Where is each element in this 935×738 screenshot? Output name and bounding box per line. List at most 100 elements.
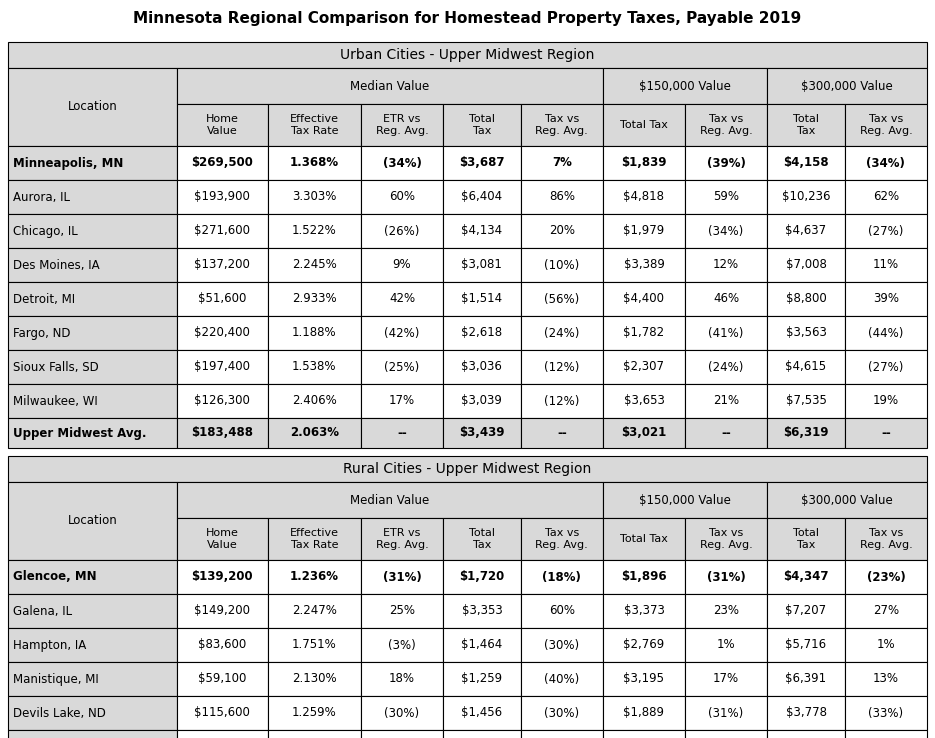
Bar [443,662,521,696]
Bar [177,180,267,214]
Bar [603,518,685,560]
Text: Aurora, IL: Aurora, IL [13,190,70,204]
Bar [8,282,177,316]
Bar [267,282,361,316]
Bar [685,696,768,730]
Text: (33%): (33%) [869,706,903,720]
Text: $3,353: $3,353 [462,604,502,618]
Bar [267,214,361,248]
Bar [8,418,177,448]
Bar [177,248,267,282]
Text: $4,158: $4,158 [784,156,828,170]
Text: 27%: 27% [873,604,899,618]
Text: $7,535: $7,535 [785,395,827,407]
Text: 12%: 12% [713,258,740,272]
Text: $1,889: $1,889 [624,706,665,720]
Text: $197,400: $197,400 [194,360,251,373]
Text: $1,464: $1,464 [461,638,502,652]
Bar [8,350,177,384]
Text: 18%: 18% [389,672,415,686]
Bar [361,518,443,560]
Bar [361,180,443,214]
Text: $4,818: $4,818 [624,190,665,204]
Bar [603,594,685,628]
Bar [8,316,177,350]
Text: 2.406%: 2.406% [292,395,337,407]
Bar [685,384,768,418]
Bar [8,248,177,282]
Bar [845,316,927,350]
Bar [845,180,927,214]
Bar [177,316,267,350]
Text: 42%: 42% [389,292,415,306]
Bar [685,350,768,384]
Text: (10%): (10%) [544,258,580,272]
Bar [768,282,845,316]
Text: (31%): (31%) [709,706,743,720]
Text: 3.303%: 3.303% [292,190,337,204]
Text: 62%: 62% [873,190,899,204]
Text: Median Value: Median Value [351,494,429,506]
Text: Upper Midwest Avg.: Upper Midwest Avg. [13,427,147,440]
Text: $3,373: $3,373 [624,604,665,618]
Text: $269,500: $269,500 [192,156,253,170]
Bar [443,518,521,560]
Text: Total Tax: Total Tax [620,534,668,544]
Text: Urban Cities - Upper Midwest Region: Urban Cities - Upper Midwest Region [340,48,595,62]
Bar [845,594,927,628]
Text: $1,979: $1,979 [624,224,665,238]
Bar [8,594,177,628]
Text: 2.245%: 2.245% [292,258,337,272]
Text: --: -- [397,427,407,440]
Text: (27%): (27%) [869,224,903,238]
Text: 1.259%: 1.259% [292,706,337,720]
Text: Effective
Tax Rate: Effective Tax Rate [290,528,338,550]
Text: 2.247%: 2.247% [292,604,337,618]
Bar [443,594,521,628]
Bar [845,418,927,448]
Bar [361,248,443,282]
Text: (3%): (3%) [388,638,416,652]
Bar [685,214,768,248]
Text: (24%): (24%) [544,326,580,339]
Bar [845,350,927,384]
Bar [521,730,603,738]
Bar [361,282,443,316]
Text: 1.522%: 1.522% [292,224,337,238]
Text: Devils Lake, ND: Devils Lake, ND [13,706,106,720]
Bar [521,518,603,560]
Text: 7%: 7% [552,156,572,170]
Bar [603,282,685,316]
Bar [521,662,603,696]
Bar [177,68,603,104]
Bar [443,696,521,730]
Bar [443,384,521,418]
Bar [603,68,768,104]
Text: (23%): (23%) [867,570,905,584]
Text: Tax vs
Reg. Avg.: Tax vs Reg. Avg. [699,114,753,136]
Bar [603,104,685,146]
Bar [685,282,768,316]
Text: Manistique, MI: Manistique, MI [13,672,99,686]
Bar [521,146,603,180]
Bar [521,384,603,418]
Text: $300,000 Value: $300,000 Value [801,494,893,506]
Bar [8,68,177,146]
Bar [361,628,443,662]
Text: Minnesota Regional Comparison for Homestead Property Taxes, Payable 2019: Minnesota Regional Comparison for Homest… [134,12,801,27]
Bar [685,180,768,214]
Bar [768,180,845,214]
Bar [845,730,927,738]
Text: $3,563: $3,563 [785,326,827,339]
Text: $83,600: $83,600 [198,638,246,652]
Text: 13%: 13% [873,672,899,686]
Text: $10,236: $10,236 [782,190,830,204]
Bar [267,104,361,146]
Bar [768,518,845,560]
Text: 17%: 17% [389,395,415,407]
Bar [8,456,927,482]
Bar [177,350,267,384]
Bar [443,214,521,248]
Text: 11%: 11% [873,258,899,272]
Text: Median Value: Median Value [351,80,429,92]
